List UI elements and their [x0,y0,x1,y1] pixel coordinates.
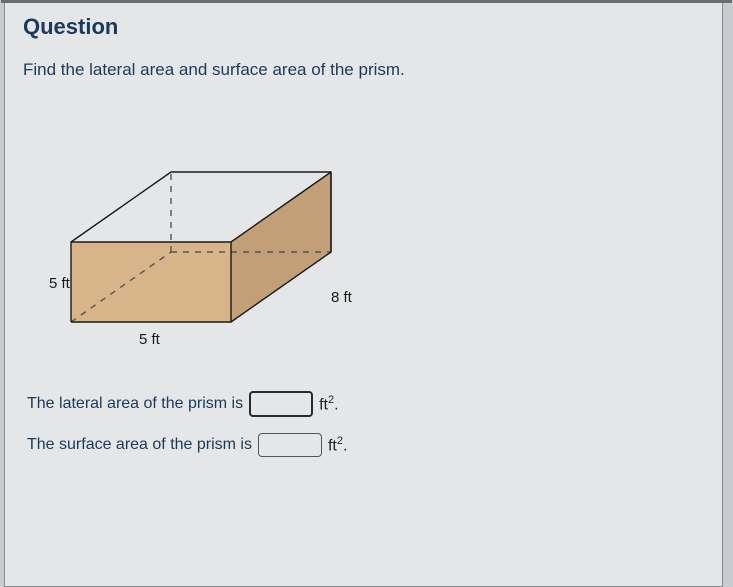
question-prompt: Find the lateral area and surface area o… [23,60,702,80]
prism-svg: 5 ft 5 ft 8 ft [31,102,381,352]
lateral-area-row: The lateral area of the prism is ft2. [27,391,702,417]
lateral-area-unit: ft2. [319,394,338,414]
label-depth: 8 ft [331,289,353,306]
label-width: 5 ft [139,331,161,348]
label-height: 5 ft [49,275,71,292]
question-heading: Question [23,14,702,40]
surface-area-input[interactable] [258,433,322,457]
surface-area-unit: ft2. [328,435,347,455]
top-divider [1,0,732,3]
prism-front-face [71,242,231,322]
lateral-area-input[interactable] [249,391,313,417]
prism-diagram: 5 ft 5 ft 8 ft [31,102,381,357]
question-panel: Question Find the lateral area and surfa… [4,0,723,587]
surface-area-label: The surface area of the prism is [27,436,252,454]
surface-area-row: The surface area of the prism is ft2. [27,433,702,457]
lateral-area-label: The lateral area of the prism is [27,395,243,413]
